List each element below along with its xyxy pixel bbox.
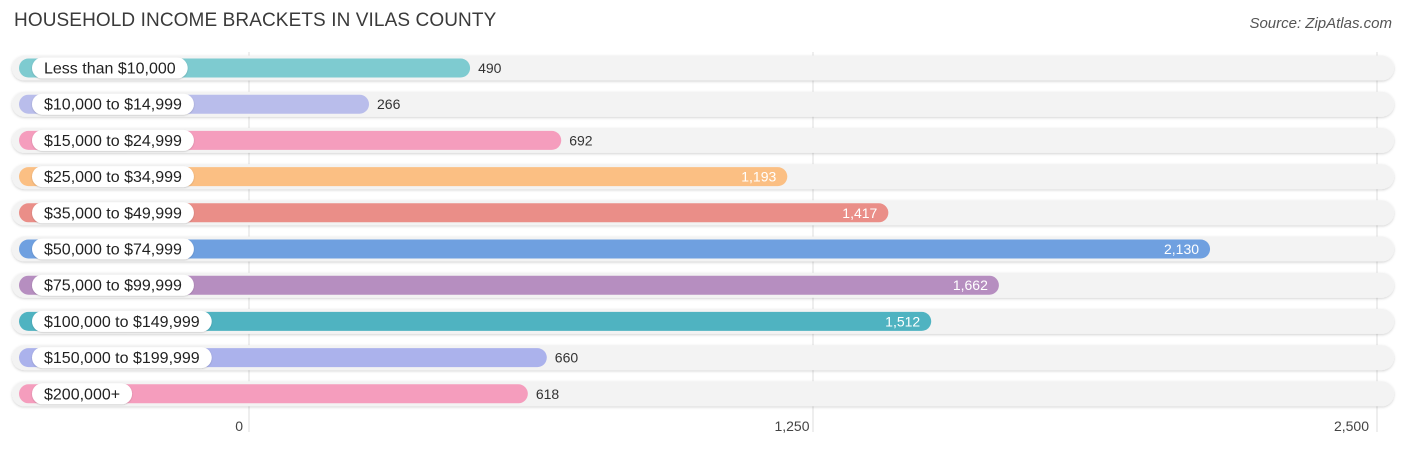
value-label: 2,130 — [1164, 241, 1199, 257]
value-label: 1,662 — [953, 277, 988, 293]
value-label: 1,417 — [842, 205, 877, 221]
category-label: $10,000 to $14,999 — [44, 97, 182, 114]
bar — [19, 311, 932, 331]
category-label: $200,000+ — [44, 386, 120, 403]
category-label: $25,000 to $34,999 — [44, 169, 182, 186]
category-label: Less than $10,000 — [44, 61, 176, 78]
bar — [19, 239, 1211, 259]
category-pill — [32, 93, 194, 115]
x-axis: 0 1,250 2,500 — [235, 418, 1369, 434]
bar-row: $35,000 to $49,999 1,417 — [12, 200, 1394, 226]
bar-row: $15,000 to $24,999 692 — [12, 127, 1394, 153]
bar-row: $100,000 to $149,999 1,512 — [12, 308, 1394, 334]
bar — [19, 384, 528, 404]
bar-row: $200,000+ 618 — [12, 381, 1394, 407]
value-label: 1,512 — [885, 313, 920, 329]
bar-rows: Less than $10,000 490 $10,000 to $14,999 26… — [12, 55, 1394, 407]
category-pill — [32, 310, 212, 332]
category-label: $150,000 to $199,999 — [44, 350, 200, 367]
category-label: $100,000 to $149,999 — [44, 314, 200, 331]
category-pill — [32, 383, 133, 405]
category-pill — [32, 166, 194, 188]
bar — [19, 275, 999, 295]
value-label: 618 — [536, 386, 560, 402]
tick-label: 2,500 — [1334, 418, 1369, 434]
category-label: $35,000 to $49,999 — [44, 205, 182, 222]
category-label: $50,000 to $74,999 — [44, 242, 182, 259]
bar-row: Less than $10,000 490 — [12, 55, 1394, 81]
category-pill — [32, 274, 194, 296]
value-label: 266 — [377, 96, 401, 112]
category-label: $75,000 to $99,999 — [44, 278, 182, 295]
value-label: 1,193 — [741, 169, 776, 185]
category-pill — [32, 202, 194, 224]
bar-row: $75,000 to $99,999 1,662 — [12, 272, 1394, 298]
source-note: Source: ZipAtlas.com — [1249, 15, 1392, 32]
bar-row: $25,000 to $34,999 1,193 — [12, 164, 1394, 190]
category-pill — [32, 347, 212, 369]
category-pill — [32, 238, 194, 260]
value-label: 660 — [555, 350, 579, 366]
category-pill — [32, 129, 194, 151]
category-pill — [32, 57, 188, 79]
tick-label: 0 — [235, 418, 243, 434]
bar-row: $10,000 to $14,999 266 — [12, 91, 1394, 117]
tick-label: 1,250 — [774, 418, 809, 434]
value-label: 692 — [569, 132, 593, 148]
bar — [19, 167, 788, 187]
bar — [19, 203, 889, 223]
category-label: $15,000 to $24,999 — [44, 133, 182, 150]
bar-row: $50,000 to $74,999 2,130 — [12, 236, 1394, 262]
value-label: 490 — [478, 60, 502, 76]
bar-row: $150,000 to $199,999 660 — [12, 345, 1394, 371]
chart-title: HOUSEHOLD INCOME BRACKETS IN VILAS COUNT… — [14, 10, 497, 31]
